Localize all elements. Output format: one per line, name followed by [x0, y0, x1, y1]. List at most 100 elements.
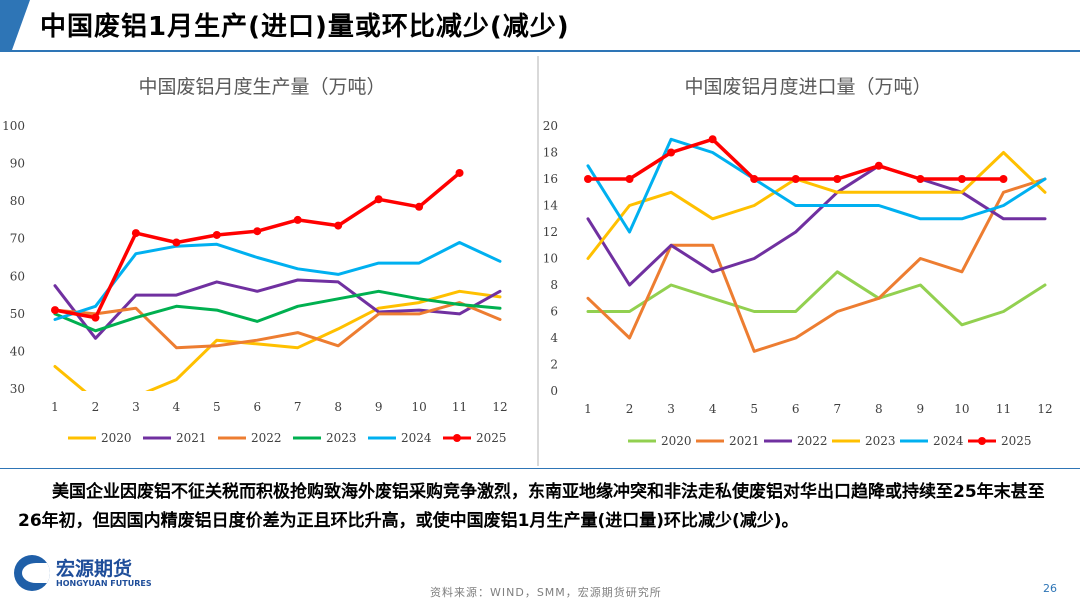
point-2025 [253, 227, 262, 236]
y-tick-label: 8 [550, 278, 558, 292]
legend-label-2020: 2020 [661, 434, 692, 448]
point-2025 [584, 175, 592, 183]
point-2025 [374, 195, 383, 204]
y-tick-label: 0 [550, 384, 558, 398]
legend-label-2023: 2023 [326, 431, 357, 445]
section-divider [0, 468, 1080, 469]
legend-label-2025: 2025 [1001, 434, 1032, 448]
panel-divider [537, 56, 539, 466]
point-2025 [172, 238, 181, 247]
series-line-2023 [53, 289, 502, 333]
x-tick-label: 4 [709, 402, 717, 416]
legend-label-2022: 2022 [251, 431, 282, 445]
x-tick-label: 2 [626, 402, 634, 416]
x-tick-label: 3 [667, 402, 675, 416]
series-line-2025 [586, 137, 1006, 181]
series-line-2022 [53, 301, 502, 350]
x-tick-label: 10 [954, 402, 969, 416]
y-tick-label: 50 [10, 307, 25, 321]
x-tick-label: 6 [253, 400, 261, 414]
x-tick-label: 1 [584, 402, 592, 416]
x-tick-label: 9 [917, 402, 925, 416]
series-line-2022 [586, 164, 1047, 287]
summary-text: 美国企业因废铝不征关税而积极抢购致海外废铝采购竞争激烈，东南亚地缘冲突和非法走私… [18, 482, 1045, 531]
legend-marker-2025 [978, 437, 986, 445]
page-title: 中国废铝1月生产(进口)量或环比减少(减少) [40, 12, 570, 42]
point-2025 [91, 313, 100, 322]
logo-en: HONGYUAN FUTURES [56, 579, 152, 588]
x-tick-label: 8 [334, 400, 342, 414]
plot-area [584, 135, 1047, 353]
point-2025 [916, 175, 925, 183]
y-tick-label: 60 [10, 269, 25, 283]
series-line-2021 [586, 177, 1047, 353]
y-tick-label: 10 [543, 252, 558, 266]
point-2025 [750, 175, 759, 183]
legend-label-2021: 2021 [176, 431, 207, 445]
point-2025 [791, 175, 800, 183]
y-tick-label: 70 [10, 232, 25, 246]
legend-label-2022: 2022 [797, 434, 828, 448]
point-2025 [874, 161, 883, 170]
legend-label-2024: 2024 [401, 431, 432, 445]
logo-mark-icon [14, 555, 50, 591]
x-tick-label: 7 [294, 400, 302, 414]
x-tick-label: 6 [792, 402, 800, 416]
point-2025 [999, 175, 1008, 183]
x-tick-label: 9 [375, 400, 383, 414]
y-tick-label: 18 [543, 146, 558, 160]
title-bar: 中国废铝1月生产(进口)量或环比减少(减少) [0, 0, 1080, 50]
legend-label-2023: 2023 [865, 434, 896, 448]
y-tick-label: 40 [10, 344, 25, 358]
x-tick-label: 12 [492, 400, 507, 414]
point-2025 [455, 168, 464, 177]
plot-area [51, 168, 502, 391]
company-logo: 宏源期货 HONGYUAN FUTURES [14, 553, 154, 593]
source-note: 资料来源：WIND，SMM，宏源期货研究所 [430, 586, 662, 599]
chart-title: 中国废铝月度进口量（万吨） [684, 76, 931, 98]
point-2025 [415, 202, 424, 211]
point-2025 [51, 306, 59, 315]
point-2025 [293, 215, 302, 224]
y-tick-label: 12 [543, 225, 558, 239]
y-tick-label: 14 [543, 199, 559, 213]
series-line-2020 [586, 270, 1047, 327]
legend-label-2025: 2025 [476, 431, 507, 445]
x-tick-label: 11 [452, 400, 467, 414]
title-underline [0, 50, 1080, 52]
x-tick-label: 4 [173, 400, 181, 414]
y-tick-label: 6 [550, 305, 558, 319]
y-tick-label: 16 [543, 172, 558, 186]
point-2025 [708, 135, 717, 144]
x-tick-label: 10 [411, 400, 426, 414]
y-tick-label: 100 [2, 119, 25, 133]
x-tick-label: 2 [92, 400, 100, 414]
y-tick-label: 4 [550, 331, 558, 345]
x-tick-label: 3 [132, 400, 140, 414]
x-tick-label: 1 [51, 400, 59, 414]
y-tick-label: 20 [543, 119, 558, 133]
chart-title: 中国废铝月度生产量（万吨） [138, 76, 385, 98]
legend-marker-2025 [453, 434, 461, 442]
logo-cn: 宏源期货 [56, 558, 133, 580]
point-2025 [334, 221, 343, 230]
series-line-2023 [586, 151, 1047, 260]
point-2025 [667, 148, 676, 157]
point-2025 [625, 175, 634, 183]
legend-label-2021: 2021 [729, 434, 760, 448]
series-line-2024 [586, 137, 1047, 234]
y-tick-label: 30 [10, 382, 25, 396]
legend-label-2020: 2020 [101, 431, 132, 445]
x-tick-label: 8 [875, 402, 883, 416]
x-tick-label: 7 [833, 402, 841, 416]
y-tick-label: 2 [550, 358, 558, 372]
series-line-2020 [53, 289, 502, 391]
point-2025 [212, 230, 221, 239]
page-number: 26 [1043, 582, 1057, 595]
x-tick-label: 12 [1037, 402, 1052, 416]
title-accent [0, 0, 30, 50]
y-tick-label: 80 [10, 194, 25, 208]
y-tick-label: 90 [10, 157, 25, 171]
